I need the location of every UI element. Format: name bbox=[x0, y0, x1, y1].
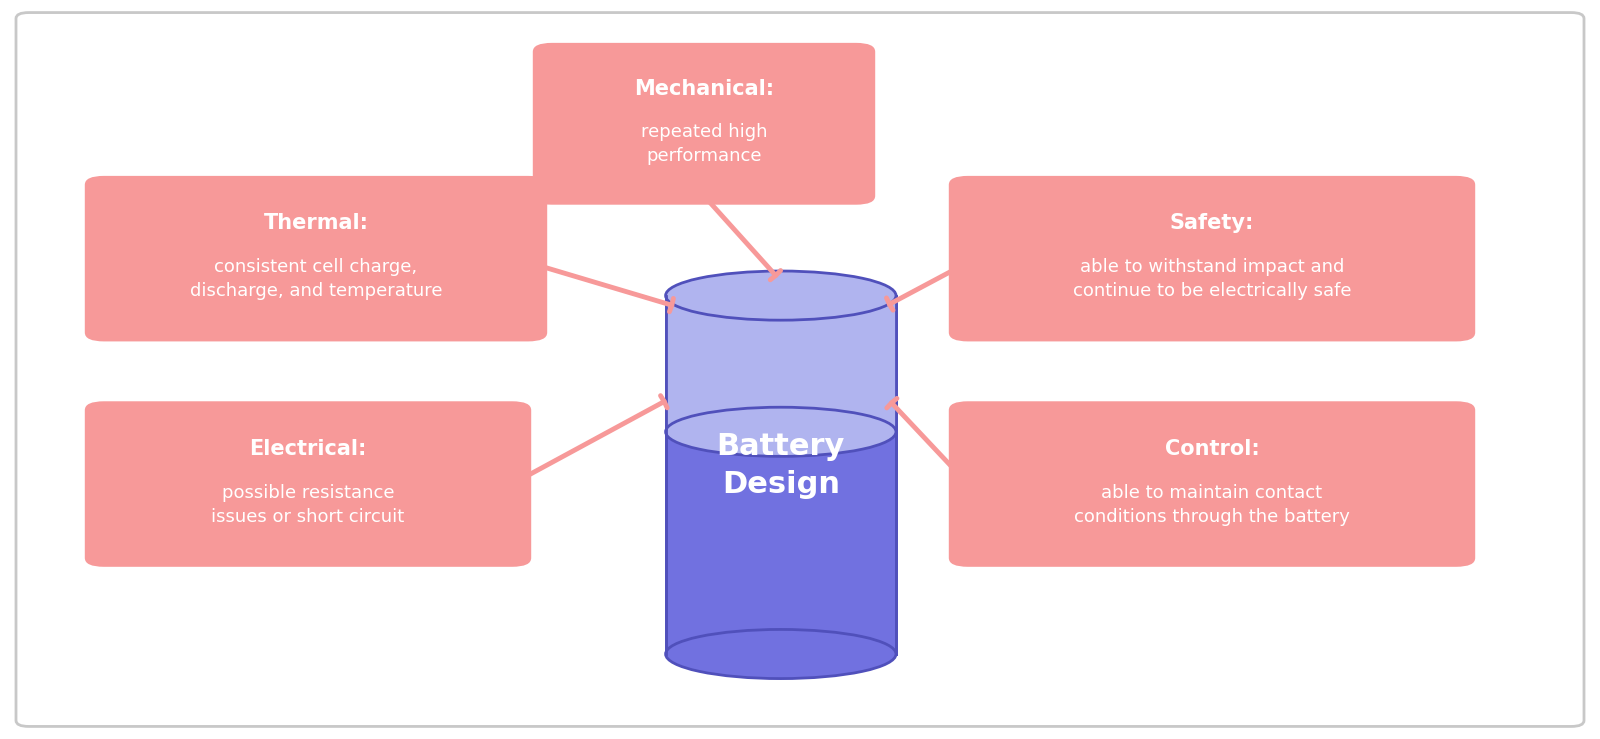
FancyBboxPatch shape bbox=[949, 401, 1475, 567]
Text: repeated high
performance: repeated high performance bbox=[640, 123, 768, 165]
FancyBboxPatch shape bbox=[16, 13, 1584, 726]
Ellipse shape bbox=[666, 271, 896, 320]
Text: consistent cell charge,
discharge, and temperature: consistent cell charge, discharge, and t… bbox=[190, 258, 442, 301]
FancyBboxPatch shape bbox=[949, 176, 1475, 341]
Text: Mechanical:: Mechanical: bbox=[634, 79, 774, 99]
Ellipse shape bbox=[666, 630, 896, 678]
Text: Safety:: Safety: bbox=[1170, 213, 1254, 234]
Text: Control:: Control: bbox=[1165, 438, 1259, 459]
Polygon shape bbox=[666, 296, 896, 654]
Text: Electrical:: Electrical: bbox=[250, 438, 366, 459]
Text: Thermal:: Thermal: bbox=[264, 213, 368, 234]
Text: Battery
Design: Battery Design bbox=[717, 432, 845, 499]
Text: able to withstand impact and
continue to be electrically safe: able to withstand impact and continue to… bbox=[1072, 258, 1352, 301]
Ellipse shape bbox=[666, 407, 896, 457]
FancyBboxPatch shape bbox=[85, 176, 547, 341]
FancyBboxPatch shape bbox=[85, 401, 531, 567]
Text: possible resistance
issues or short circuit: possible resistance issues or short circ… bbox=[211, 483, 405, 526]
Polygon shape bbox=[666, 296, 896, 432]
Text: able to maintain contact
conditions through the battery: able to maintain contact conditions thro… bbox=[1074, 483, 1350, 526]
FancyBboxPatch shape bbox=[533, 43, 875, 205]
